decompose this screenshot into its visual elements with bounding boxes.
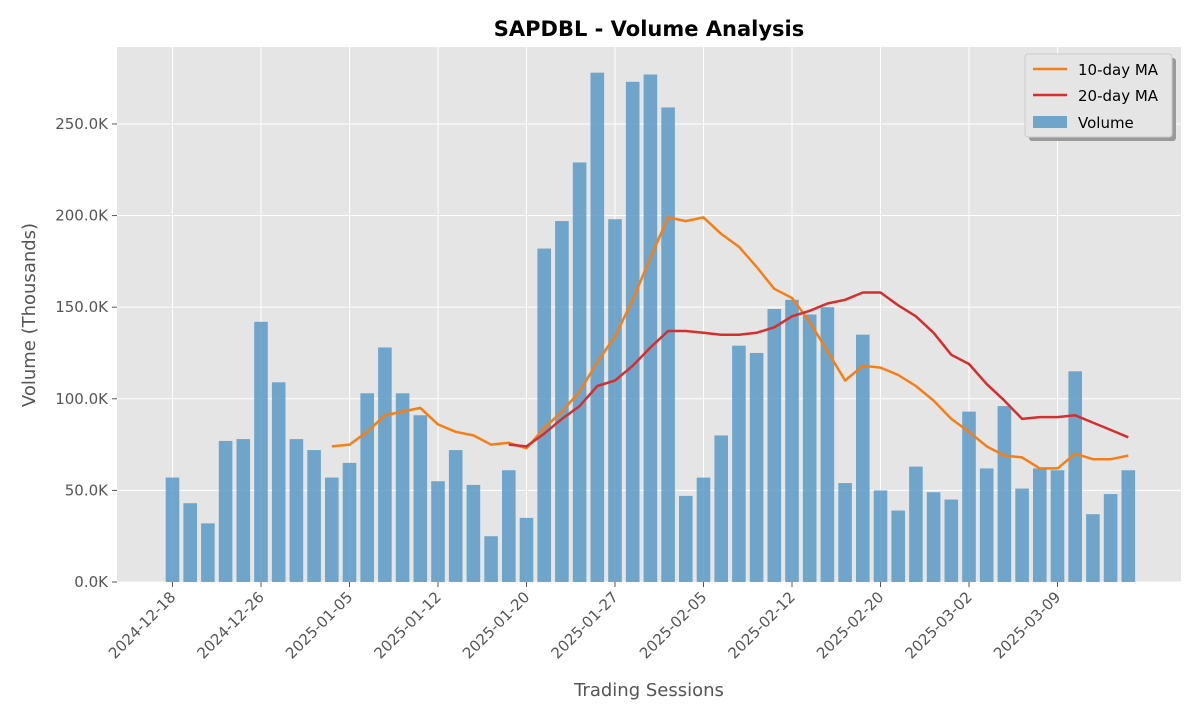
y-tick-label: 0.0K	[74, 573, 109, 591]
volume-bar	[413, 415, 428, 582]
volume-bar	[802, 314, 817, 582]
volume-bar	[767, 309, 782, 582]
volume-bar	[608, 219, 622, 583]
volume-bar	[1086, 514, 1100, 582]
y-tick-label: 100.0K	[55, 390, 109, 408]
volume-bar	[484, 536, 498, 582]
volume-bar	[679, 495, 693, 582]
volume-bar	[572, 162, 587, 582]
volume-bar	[891, 510, 905, 582]
volume-bar	[165, 477, 180, 582]
y-tick-label: 150.0K	[55, 298, 109, 316]
volume-bar	[1015, 488, 1029, 582]
volume-bar	[732, 345, 746, 582]
legend-10day-ma-label: 10-day MA	[1078, 61, 1159, 79]
volume-bar	[201, 523, 215, 582]
volume-bar	[873, 490, 888, 582]
volume-bar	[555, 221, 569, 582]
volume-bar	[1103, 494, 1118, 582]
volume-bar	[856, 334, 870, 582]
volume-bar	[236, 439, 251, 582]
volume-bar	[926, 492, 941, 582]
volume-bar	[378, 347, 392, 582]
volume-bar	[785, 299, 799, 582]
ma-line	[508, 291, 1129, 448]
volume-bar	[962, 411, 976, 582]
volume-bar	[909, 466, 923, 582]
volume-bar	[749, 352, 764, 582]
y-axis-ticks: 0.0K 50.0K 100.0K 150.0K 200.0K 250.0K	[55, 115, 117, 591]
volume-bar	[271, 382, 286, 582]
volume-bar	[838, 483, 852, 582]
volume-bar	[643, 74, 658, 582]
volume-bar	[625, 81, 640, 582]
volume-bar	[325, 477, 339, 582]
y-tick-label: 200.0K	[55, 207, 109, 225]
volume-bar	[944, 499, 959, 582]
volume-bar	[714, 435, 728, 582]
volume-bar	[537, 248, 551, 583]
y-tick-label: 50.0K	[65, 481, 109, 499]
volume-bar	[254, 321, 268, 582]
volume-bar	[502, 470, 516, 582]
chart-title: SAPDBL - Volume Analysis	[494, 17, 805, 41]
volume-bar	[661, 107, 675, 582]
volume-bar	[307, 450, 321, 582]
volume-bar	[395, 393, 410, 582]
volume-bar	[1068, 371, 1082, 582]
volume-bar	[431, 481, 445, 582]
volume-bar	[1121, 470, 1136, 582]
x-axis-label: Trading Sessions	[573, 680, 724, 701]
volume-bar	[820, 307, 835, 582]
volume-bar	[1033, 468, 1047, 582]
volume-bar	[289, 439, 304, 582]
y-tick-label: 250.0K	[55, 115, 109, 133]
volume-bar	[183, 503, 197, 582]
legend-volume-swatch	[1033, 116, 1067, 128]
volume-bar	[519, 517, 534, 582]
ma-line	[331, 216, 1129, 470]
volume-bar	[979, 468, 994, 582]
volume-bar	[218, 440, 233, 582]
volume-bar	[590, 72, 605, 582]
volume-bar	[466, 484, 481, 582]
legend-20day-ma-label: 20-day MA	[1078, 87, 1159, 105]
moving-average-lines	[331, 216, 1129, 470]
legend-volume-label: Volume	[1078, 114, 1134, 132]
y-axis-label: Volume (Thousands)	[19, 223, 40, 407]
legend: 10-day MA 20-day MA Volume	[1024, 53, 1176, 141]
volume-bar	[997, 406, 1012, 582]
volume-bar	[696, 477, 711, 582]
volume-bar	[1050, 470, 1065, 582]
volume-bar	[360, 393, 374, 582]
volume-bar	[448, 450, 463, 582]
volume-bar	[342, 462, 357, 582]
